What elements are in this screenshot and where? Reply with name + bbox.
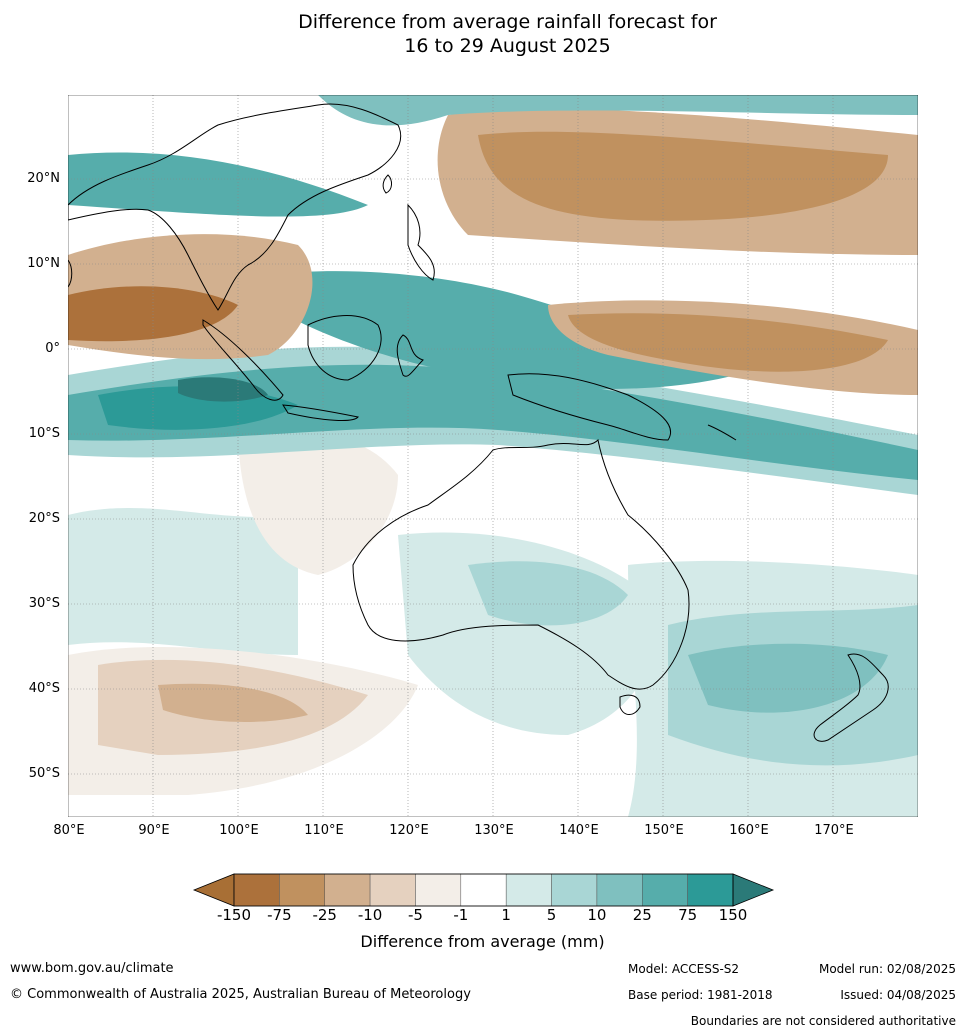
- anomaly-region-tasman-wetter: [688, 643, 888, 713]
- colorbar-segment: [505, 873, 552, 907]
- sumatra-coastline: [202, 319, 284, 401]
- footer-model-run: Model run: 02/08/2025: [818, 962, 956, 976]
- map-canvas: [68, 95, 918, 817]
- lon-label-120e: 120°E: [389, 823, 429, 838]
- title-line-1: Difference from average rainfall forecas…: [298, 11, 717, 33]
- colorbar-tick-label: 150: [718, 906, 748, 924]
- colorbar-segment: [415, 873, 462, 907]
- colorbar-tick-label: 5: [546, 906, 557, 924]
- anomaly-region-wa-ocean: [68, 507, 298, 655]
- colorbar-tick-label: -10: [357, 906, 383, 924]
- anomaly-region-bay-of-bengal-drier: [68, 286, 238, 342]
- colorbar-tick-label: 75: [678, 906, 698, 924]
- colorbar-tick-label: -25: [312, 906, 337, 924]
- sri-lanka-coastline: [68, 259, 73, 288]
- lon-label-130e: 130°E: [474, 823, 514, 838]
- lon-label-140e: 140°E: [559, 823, 599, 838]
- colorbar-segment: [596, 873, 643, 907]
- anomaly-region-north-edge-wet: [318, 95, 918, 126]
- java-coastline: [282, 404, 359, 421]
- colorbar-segment: [233, 873, 280, 907]
- solomon-islands-coastline: [707, 424, 737, 441]
- lon-label-160e: 160°E: [729, 823, 769, 838]
- colorbar-tick-label: -1: [453, 906, 469, 924]
- footer-boundaries: Boundaries are not considered authoritat…: [690, 1014, 956, 1028]
- colorbar-tick-label: -5: [407, 906, 423, 924]
- colorbar-segment: [642, 873, 688, 907]
- anomaly-region-west-pacific-drier: [568, 313, 888, 372]
- colorbar-tick-label: -75: [267, 906, 292, 924]
- lat-label-20n: 20°N: [27, 171, 60, 186]
- colorbar-segment: [687, 873, 734, 907]
- graticule: [68, 95, 918, 817]
- lat-label-20s: 20°S: [28, 511, 60, 526]
- lon-label-90e: 90°E: [138, 823, 170, 838]
- colorbar-tick-label: 25: [632, 906, 652, 924]
- lat-label-40s: 40°S: [28, 681, 60, 696]
- new-guinea-coastline: [507, 373, 671, 441]
- anomaly-region-equatorial-peak: [178, 377, 268, 402]
- taiwan-coastline: [382, 174, 392, 194]
- colorbar-segment: [460, 873, 507, 907]
- colorbar: [192, 873, 775, 907]
- colorbar-segment: [279, 873, 325, 907]
- colorbar-tick-label: 10: [587, 906, 607, 924]
- footer-website: www.bom.gov.au/climate: [10, 961, 174, 976]
- lon-label-150e: 150°E: [644, 823, 684, 838]
- lat-label-50s: 50°S: [28, 766, 60, 781]
- anomaly-region-central-australia: [468, 561, 628, 626]
- lat-label-10s: 10°S: [28, 426, 60, 441]
- lat-label-0: 0°: [45, 341, 60, 356]
- borneo-coastline: [307, 315, 382, 381]
- anomaly-region-north-pacific-drier: [478, 131, 888, 221]
- coastlines: [68, 103, 889, 742]
- sulawesi-coastline: [396, 334, 424, 377]
- colorbar-frame: [233, 873, 734, 907]
- anomaly-region-south-china-wet: [68, 152, 368, 217]
- asia-mainland-coastline: [68, 103, 402, 311]
- philippines-coastline: [407, 203, 435, 281]
- colorbar-tick-label: 1: [501, 906, 511, 924]
- new-zealand-coastline: [813, 653, 889, 742]
- lon-label-110e: 110°E: [304, 823, 344, 838]
- anomaly-region-southern-dry-3: [158, 683, 308, 722]
- lon-label-170e: 170°E: [814, 823, 854, 838]
- map-title: Difference from average rainfall forecas…: [0, 10, 965, 58]
- title-line-2: 16 to 29 August 2025: [404, 35, 611, 57]
- colorbar-tick-label: -150: [216, 906, 252, 924]
- colorbar-extend-high: [732, 873, 775, 907]
- footer-copyright: © Commonwealth of Australia 2025, Austra…: [10, 987, 471, 1002]
- colorbar-extend-low: [192, 873, 235, 907]
- lat-label-30s: 30°S: [28, 596, 60, 611]
- footer-model: Model: ACCESS-S2: [628, 962, 740, 976]
- australia-coastline: [352, 438, 690, 690]
- footer-base-period: Base period: 1981-2018: [628, 988, 773, 1002]
- rainfall-map: [68, 95, 918, 817]
- lon-label-80e: 80°E: [53, 823, 85, 838]
- tasmania-coastline: [619, 694, 641, 715]
- colorbar-segment: [551, 873, 598, 907]
- colorbar-label: Difference from average (mm): [360, 932, 605, 951]
- lat-label-10n: 10°N: [27, 256, 60, 271]
- colorbar-segment: [369, 873, 416, 907]
- colorbar-segment: [324, 873, 371, 907]
- footer-issued: Issued: 04/08/2025: [840, 988, 956, 1002]
- anomaly-region-indian-ocean-dry: [238, 425, 398, 575]
- lon-label-100e: 100°E: [219, 823, 259, 838]
